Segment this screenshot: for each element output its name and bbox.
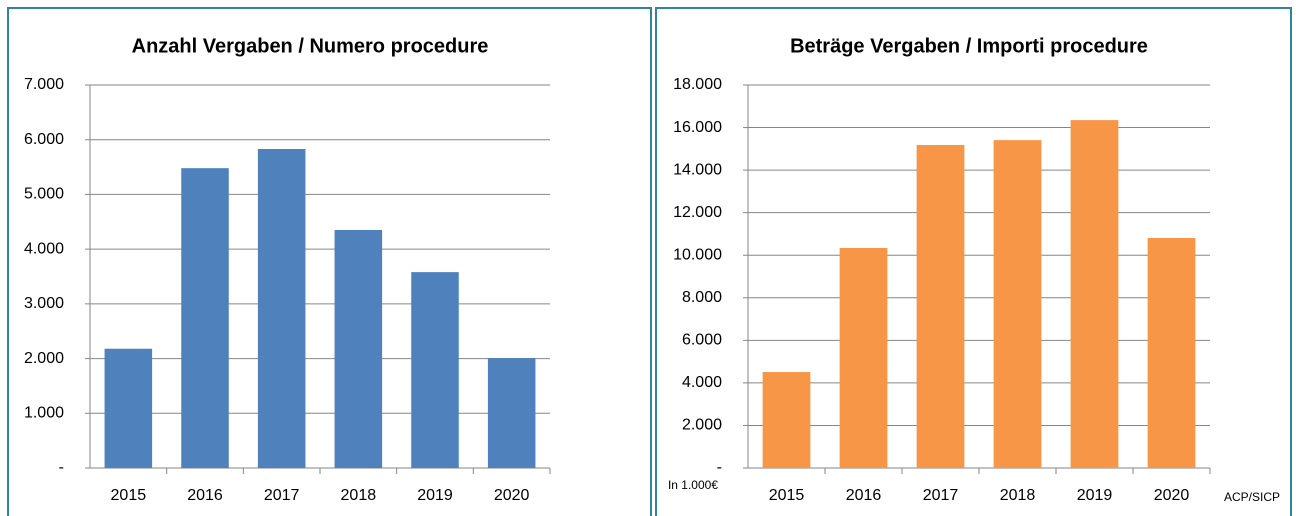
panel-border bbox=[655, 7, 1292, 516]
bar bbox=[257, 149, 306, 468]
y-tick-label: 12.000 bbox=[673, 204, 722, 221]
annotation: In 1.000€ bbox=[668, 478, 718, 492]
x-tick-label: 2020 bbox=[1154, 487, 1190, 504]
x-tick-label: 2015 bbox=[111, 487, 147, 504]
bar bbox=[411, 272, 459, 468]
y-tick-label: 6.000 bbox=[24, 131, 64, 148]
y-tick-label: - bbox=[59, 459, 64, 476]
panel-border bbox=[7, 7, 652, 516]
x-tick-label: 2017 bbox=[264, 487, 300, 504]
y-tick-label: 2.000 bbox=[682, 417, 722, 434]
y-tick-label: 2.000 bbox=[24, 350, 64, 367]
bar bbox=[1070, 120, 1119, 468]
x-tick-label: 2017 bbox=[923, 487, 959, 504]
bar bbox=[1147, 237, 1196, 468]
x-tick-label: 2019 bbox=[1077, 487, 1113, 504]
y-tick-label: 18.000 bbox=[673, 76, 722, 93]
x-tick-label: 2018 bbox=[1000, 487, 1036, 504]
chart-title: Beträge Vergaben / Importi procedure bbox=[790, 35, 1148, 57]
y-tick-label: 4.000 bbox=[682, 374, 722, 391]
bar bbox=[839, 247, 888, 468]
y-tick-label: 16.000 bbox=[673, 119, 722, 136]
y-tick-label: 14.000 bbox=[673, 161, 722, 178]
bar bbox=[993, 140, 1042, 469]
x-tick-label: 2016 bbox=[187, 487, 223, 504]
y-tick-label: 3.000 bbox=[24, 295, 64, 312]
chart-title: Anzahl Vergaben / Numero procedure bbox=[132, 35, 489, 57]
y-tick-label: - bbox=[717, 459, 722, 476]
bar bbox=[334, 229, 383, 468]
bar bbox=[916, 145, 965, 468]
y-tick-label: 8.000 bbox=[682, 289, 722, 306]
y-tick-label: 5.000 bbox=[24, 186, 64, 203]
bar bbox=[104, 348, 153, 468]
bar bbox=[181, 168, 229, 468]
y-tick-label: 10.000 bbox=[673, 246, 722, 263]
x-tick-label: 2015 bbox=[769, 487, 805, 504]
x-tick-label: 2019 bbox=[417, 487, 453, 504]
y-tick-label: 7.000 bbox=[24, 76, 64, 93]
y-tick-label: 1.000 bbox=[24, 405, 64, 422]
y-tick-label: 6.000 bbox=[682, 332, 722, 349]
bar bbox=[487, 358, 536, 468]
annotation: ACP/SICP bbox=[1224, 490, 1280, 504]
x-tick-label: 2018 bbox=[341, 487, 377, 504]
x-tick-label: 2020 bbox=[494, 487, 530, 504]
bar bbox=[762, 372, 811, 468]
x-tick-label: 2016 bbox=[846, 487, 882, 504]
y-tick-label: 4.000 bbox=[24, 240, 64, 257]
